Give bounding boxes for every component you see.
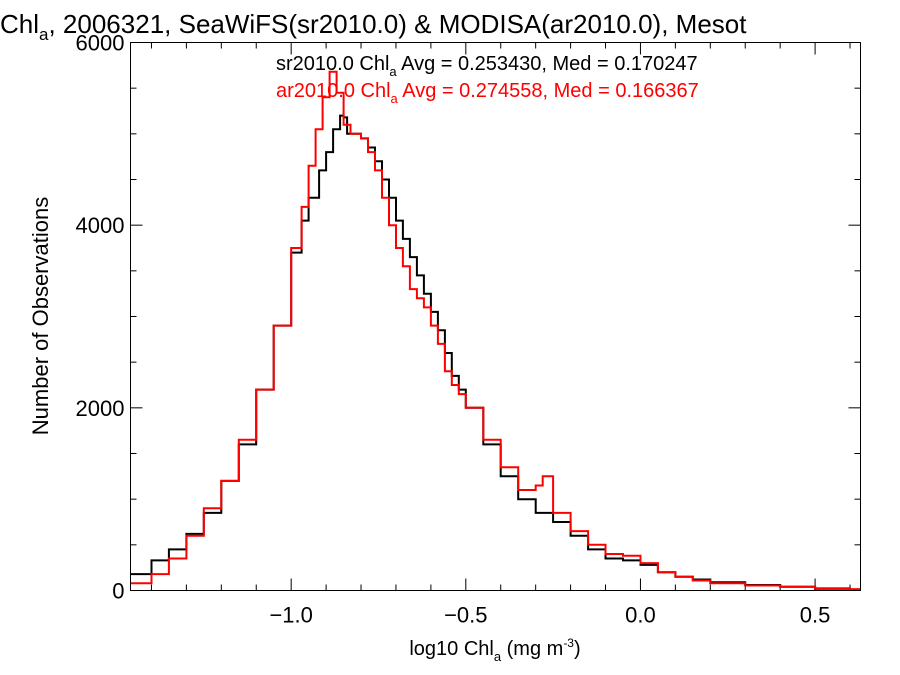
x-tick-label: 0.0 bbox=[625, 603, 656, 628]
series-red-line bbox=[131, 70, 860, 590]
y-tick-label: 2000 bbox=[76, 396, 125, 421]
plot-frame bbox=[130, 42, 861, 591]
y-tick-label: 0 bbox=[112, 579, 124, 604]
x-tick-label: 0.5 bbox=[800, 603, 831, 628]
legend-entry-black: sr2010.0 Chla Avg = 0.253430, Med = 0.17… bbox=[276, 53, 698, 79]
axis-ticks bbox=[130, 42, 861, 591]
chart-title: Chla, 2006321, SeaWiFS(sr2010.0) & MODIS… bbox=[0, 9, 747, 44]
x-axis-label: log10 Chla (mg m-3) bbox=[409, 636, 580, 664]
histogram-series bbox=[131, 70, 860, 590]
axis-tick-labels: −1.0 −0.5 0.0 0.5 0 2000 4000 6000 bbox=[76, 31, 831, 628]
series-black-line bbox=[131, 114, 860, 590]
y-axis-label: Number of Observations bbox=[28, 197, 53, 435]
legend-entry-red: ar2010.0 Chla Avg = 0.274558, Med = 0.16… bbox=[276, 80, 699, 106]
x-tick-label: −0.5 bbox=[444, 603, 487, 628]
y-tick-label: 4000 bbox=[76, 213, 125, 238]
y-tick-label: 6000 bbox=[76, 31, 125, 56]
x-tick-label: −1.0 bbox=[269, 603, 312, 628]
